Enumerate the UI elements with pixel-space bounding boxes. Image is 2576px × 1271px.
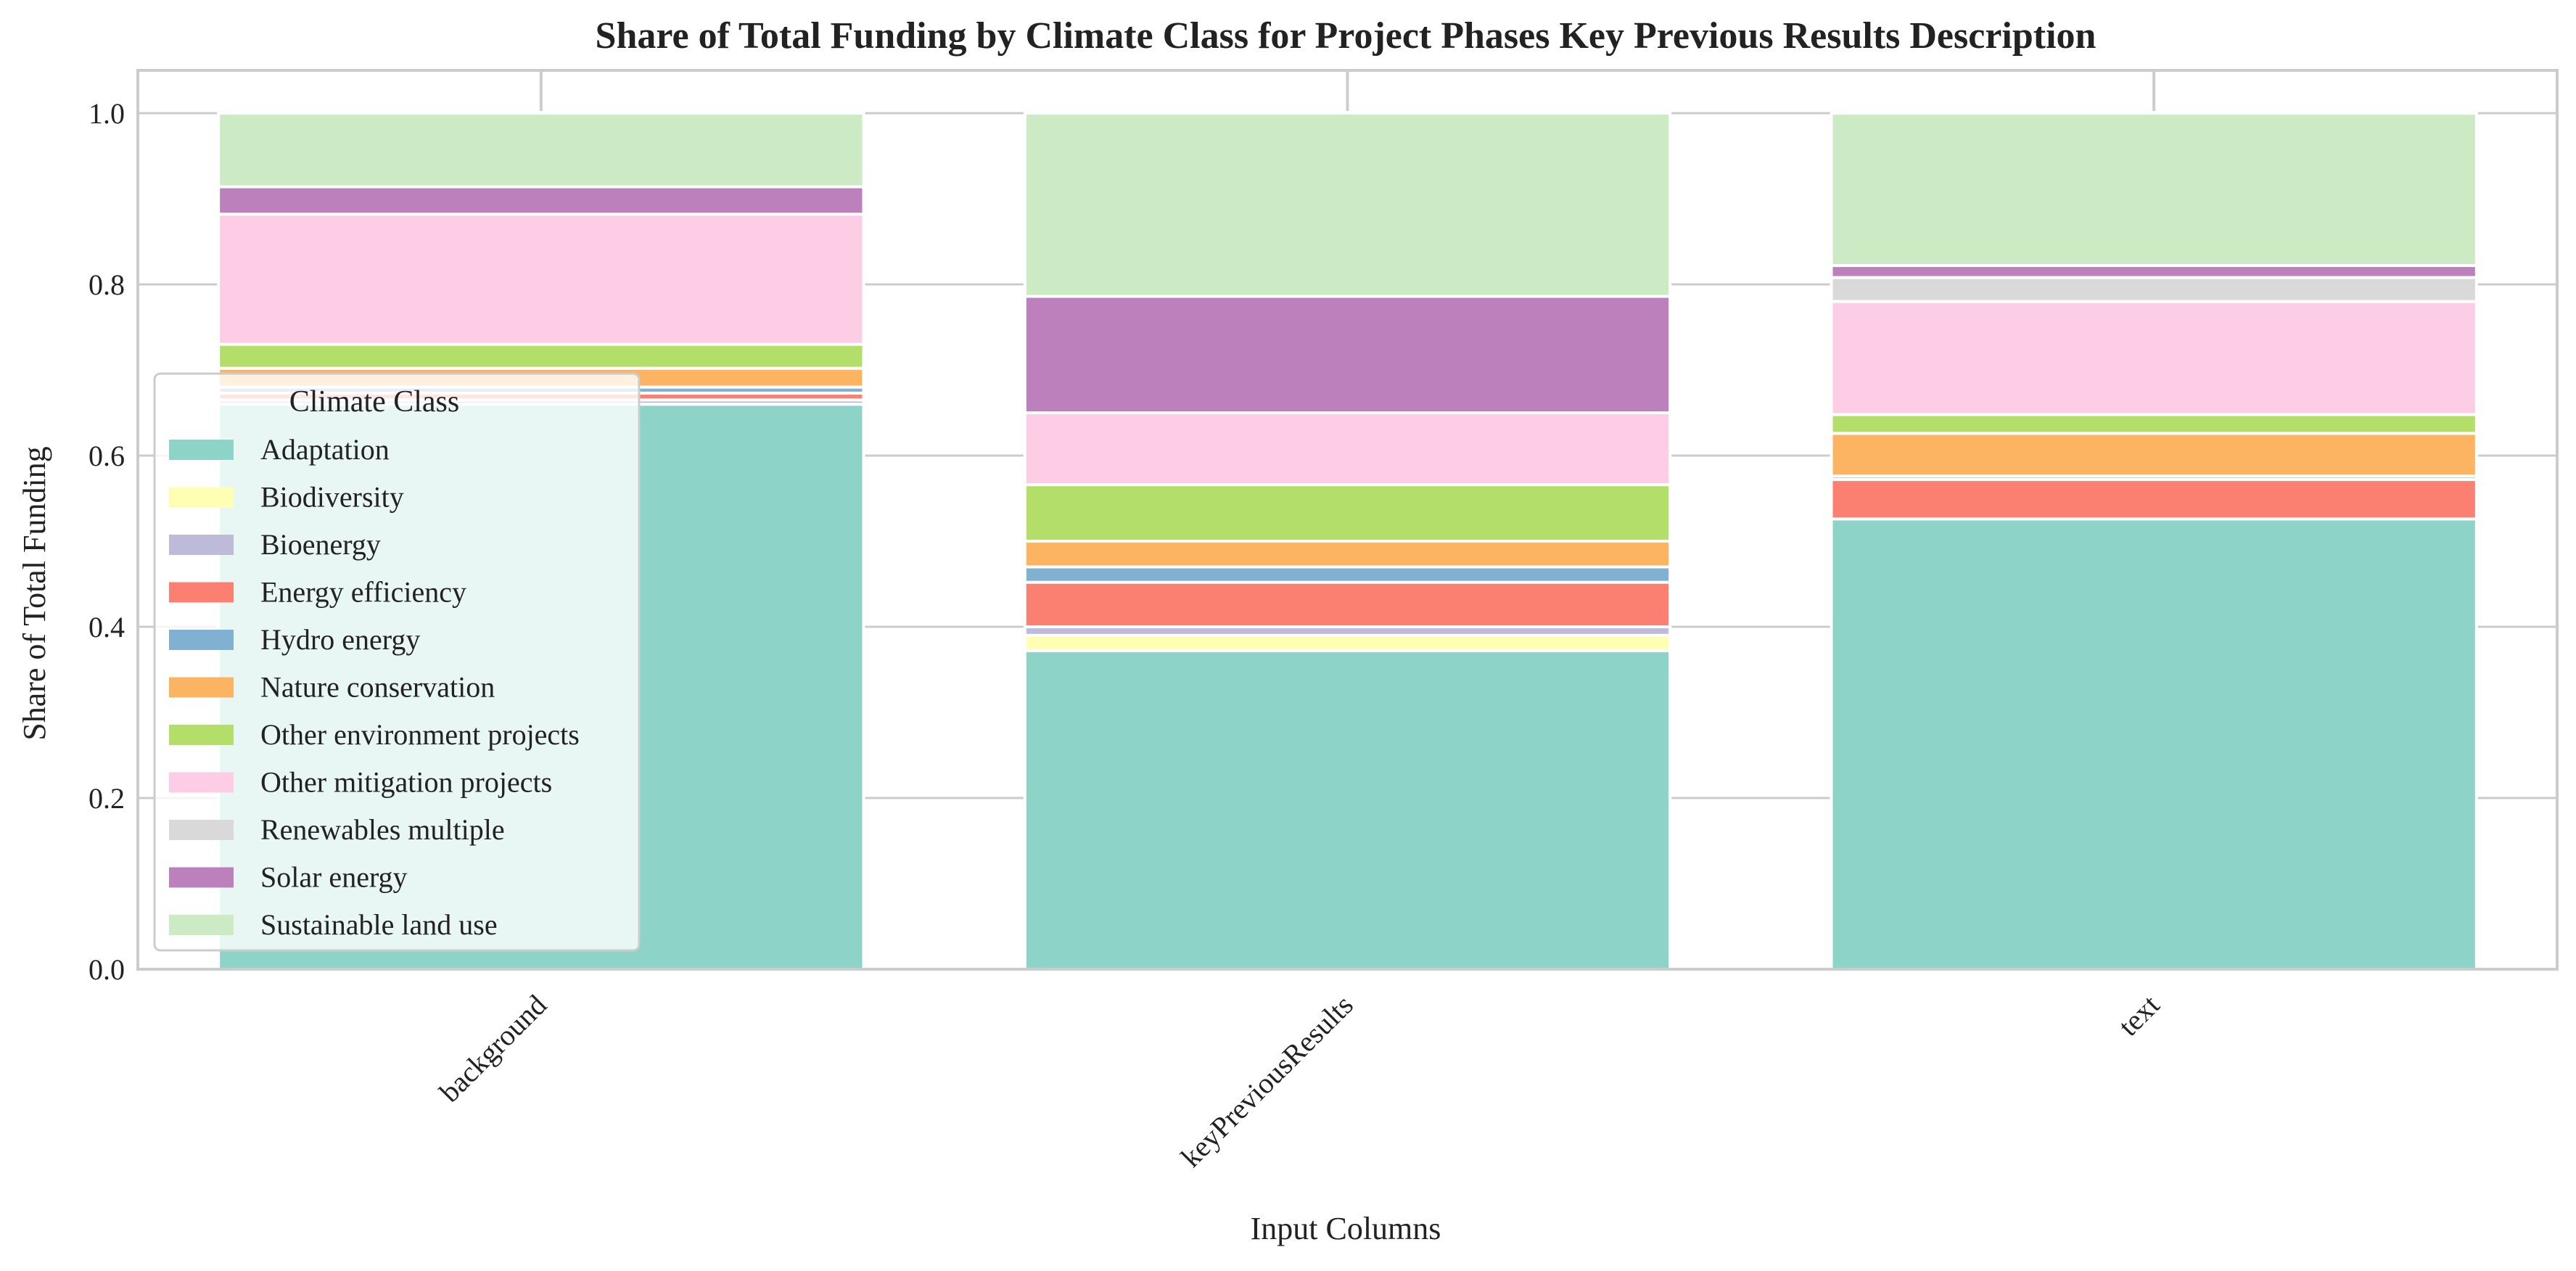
bar-segment (1023, 483, 1672, 543)
y-tick-label: 1.0 (89, 97, 125, 130)
bar-segment (1830, 112, 2478, 268)
y-tick-label: 0.8 (89, 268, 125, 301)
bar-segment (1830, 264, 2478, 279)
bar-segment (1830, 413, 2478, 435)
legend-swatch (169, 725, 234, 745)
legend-swatch (169, 440, 234, 460)
legend-items: Adaptation Biodiversity Bioenergy Energy ef… (169, 433, 580, 941)
legend-swatch (169, 535, 234, 555)
legend-swatch (169, 582, 234, 603)
chart-title: Share of Total Funding by Climate Class … (596, 15, 2096, 57)
bar-segment (1023, 540, 1672, 569)
legend-label: Bioenergy (260, 528, 381, 561)
legend-label: Other environment projects (260, 718, 580, 751)
bar-segment (1830, 276, 2478, 303)
plot-frame (136, 69, 2559, 971)
bar-segment (217, 342, 865, 370)
y-tick-label: 0.4 (89, 611, 125, 643)
legend-swatch (169, 772, 234, 793)
y-axis-label: Share of Total Funding (17, 446, 52, 741)
bar-segment (1023, 112, 1672, 298)
legend-swatch (169, 487, 234, 508)
bar-segment (1830, 300, 2478, 416)
y-axis-ticks: 0.0 0.2 0.4 0.6 0.8 1.0 (89, 97, 125, 986)
bar-segment (1023, 649, 1672, 971)
legend-label: Other mitigation projects (260, 766, 552, 799)
legend-label: Biodiversity (260, 481, 404, 514)
legend-label: Renewables multiple (260, 813, 505, 846)
legend: Climate Class Adaptation Biodiversity Bioe… (153, 372, 641, 952)
legend-label: Hydro energy (260, 623, 420, 656)
bar-segment (1023, 411, 1672, 487)
legend-swatch (169, 820, 234, 840)
legend-swatch (169, 677, 234, 698)
legend-box (153, 372, 641, 952)
legend-swatch (169, 630, 234, 650)
legend-label: Nature conservation (260, 671, 495, 704)
bar-segment (217, 185, 865, 216)
legend-label: Adaptation (260, 433, 390, 466)
x-axis-label: Input Columns (1251, 1211, 1441, 1246)
legend-swatch (169, 915, 234, 935)
bar-segment (1830, 478, 2478, 521)
y-tick-label: 0.2 (89, 782, 125, 815)
legend-label: Sustainable land use (260, 908, 498, 941)
bar-segment (217, 112, 865, 189)
bar-segment (217, 213, 865, 346)
bar-segment (1023, 580, 1672, 629)
bar-segment (1023, 295, 1672, 414)
bar-segment (1830, 432, 2478, 478)
legend-title: Climate Class (289, 385, 460, 419)
bar-segment (1830, 517, 2478, 971)
legend-label: Energy efficiency (260, 576, 466, 609)
legend-label: Solar energy (260, 861, 408, 894)
bar-segment (1023, 633, 1672, 653)
y-tick-label: 0.0 (89, 953, 125, 986)
y-tick-label: 0.6 (89, 440, 125, 472)
bar-segment (1023, 565, 1672, 584)
legend-swatch (169, 867, 234, 888)
